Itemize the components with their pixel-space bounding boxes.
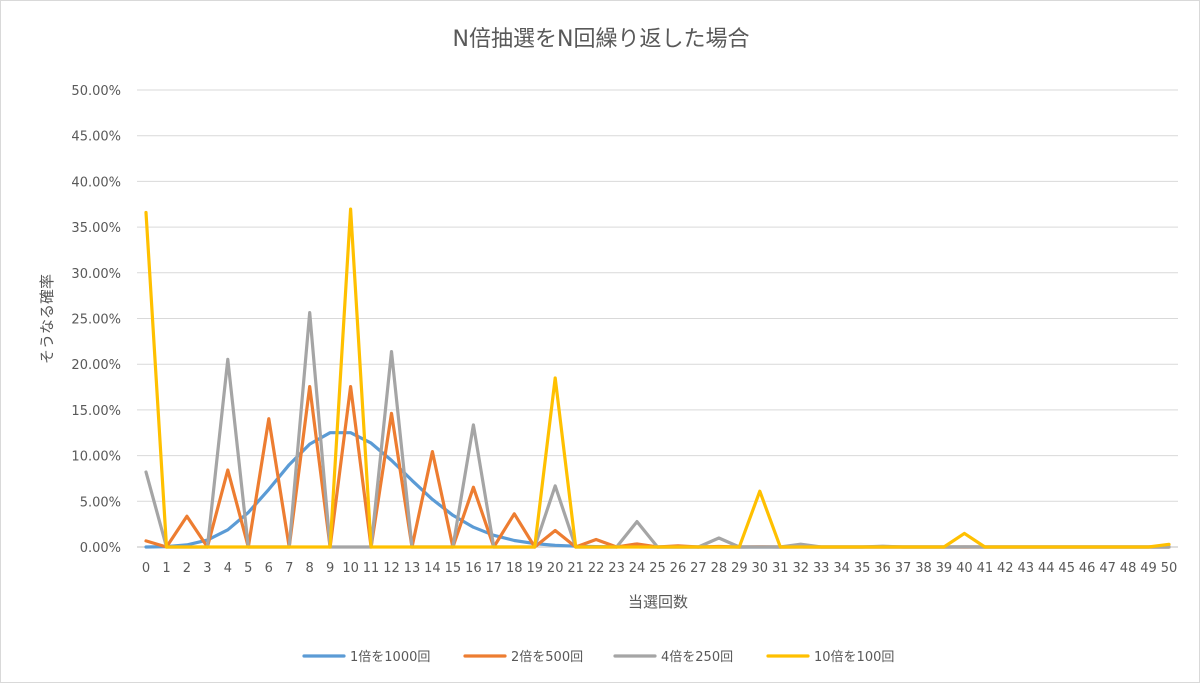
x-tick-label: 37 [895,561,912,576]
x-tick-label: 30 [752,561,769,576]
x-tick-label: 7 [285,561,293,576]
gridlines [137,89,1178,548]
x-tick-label: 10 [342,561,359,576]
x-tick-label: 46 [1079,561,1096,576]
x-tick-label: 44 [1038,561,1055,576]
y-tick-labels: 0.00% 5.00% 10.00% 15.00% 20.00% 25.00% 30.00%… [71,84,121,556]
x-tick-label: 41 [977,561,994,576]
x-tick-label: 15 [445,561,462,576]
series-line-4 [144,207,1171,549]
x-tick-label: 32 [792,561,809,576]
x-tick-label: 1 [162,561,170,576]
y-tick-label: 50.00% [71,84,121,99]
x-tick-label: 48 [1120,561,1137,576]
x-tick-label: 19 [526,561,543,576]
x-tick-label: 25 [649,561,666,576]
x-tick-label: 43 [1018,561,1035,576]
x-tick-label: 3 [203,561,211,576]
y-tick-label: 5.00% [80,495,121,510]
x-tick-label: 14 [424,561,441,576]
y-axis-title: そうなる確率 [38,274,56,364]
x-tick-label: 39 [936,561,953,576]
legend-item: 1倍を1000回 [302,650,430,665]
legend-item: 10倍を100回 [766,650,894,665]
x-tick-label: 26 [670,561,687,576]
x-tick-label: 42 [997,561,1014,576]
x-tick-label: 12 [383,561,400,576]
x-tick-label: 18 [506,561,523,576]
x-tick-label: 11 [363,561,380,576]
x-tick-label: 5 [244,561,252,576]
y-tick-label: 45.00% [71,130,121,145]
x-tick-label: 13 [404,561,421,576]
x-tick-label: 34 [833,561,850,576]
x-tick-label: 50 [1161,561,1178,576]
legend: 1倍を1000回 2倍を500回 4倍を250回 10倍を100回 [302,650,894,665]
x-tick-label: 31 [772,561,789,576]
series-lines [144,207,1171,549]
y-tick-label: 35.00% [71,221,121,236]
x-tick-label: 27 [690,561,707,576]
y-tick-label: 40.00% [71,175,121,190]
series-line-2 [144,385,1171,549]
legend-item: 4倍を250回 [613,650,733,665]
x-tick-label: 22 [588,561,605,576]
x-tick-label: 45 [1058,561,1075,576]
x-tick-label: 0 [142,561,150,576]
y-tick-label: 15.00% [71,404,121,419]
x-tick-label: 47 [1099,561,1116,576]
x-tick-label: 29 [731,561,748,576]
y-tick-label: 20.00% [71,358,121,373]
legend-label: 2倍を500回 [511,650,583,665]
x-tick-labels: 0 1 2 3 4 5 6 7 8 9 10 11 12 13 14 15 16 17 18 19 20 21 22 23 24… [142,561,1177,576]
y-tick-label: 25.00% [71,313,121,328]
x-tick-label: 35 [854,561,871,576]
legend-label: 1倍を1000回 [350,650,430,665]
x-tick-label: 2 [183,561,191,576]
x-tick-label: 21 [567,561,584,576]
x-tick-label: 38 [915,561,932,576]
y-tick-label: 10.00% [71,450,121,465]
x-tick-label: 8 [306,561,314,576]
x-tick-label: 28 [711,561,728,576]
y-tick-label: 0.00% [80,541,121,556]
legend-item: 2倍を500回 [463,650,583,665]
legend-label: 4倍を250回 [661,650,733,665]
x-tick-label: 49 [1140,561,1157,576]
series-line-3 [144,311,1171,549]
x-tick-label: 6 [265,561,273,576]
x-tick-label: 36 [874,561,891,576]
x-tick-label: 40 [956,561,973,576]
x-tick-label: 33 [813,561,830,576]
x-tick-label: 4 [224,561,232,576]
chart-title: N倍抽選をN回繰り返した場合 [453,27,750,52]
y-tick-label: 30.00% [71,267,121,282]
legend-label: 10倍を100回 [814,650,894,665]
x-tick-label: 16 [465,561,482,576]
x-tick-label: 23 [608,561,625,576]
x-tick-label: 24 [629,561,646,576]
x-tick-label: 17 [486,561,503,576]
x-tick-label: 9 [326,561,334,576]
x-tick-label: 20 [547,561,564,576]
series-line-1 [144,431,1171,549]
x-axis-title: 当選回数 [628,593,688,611]
